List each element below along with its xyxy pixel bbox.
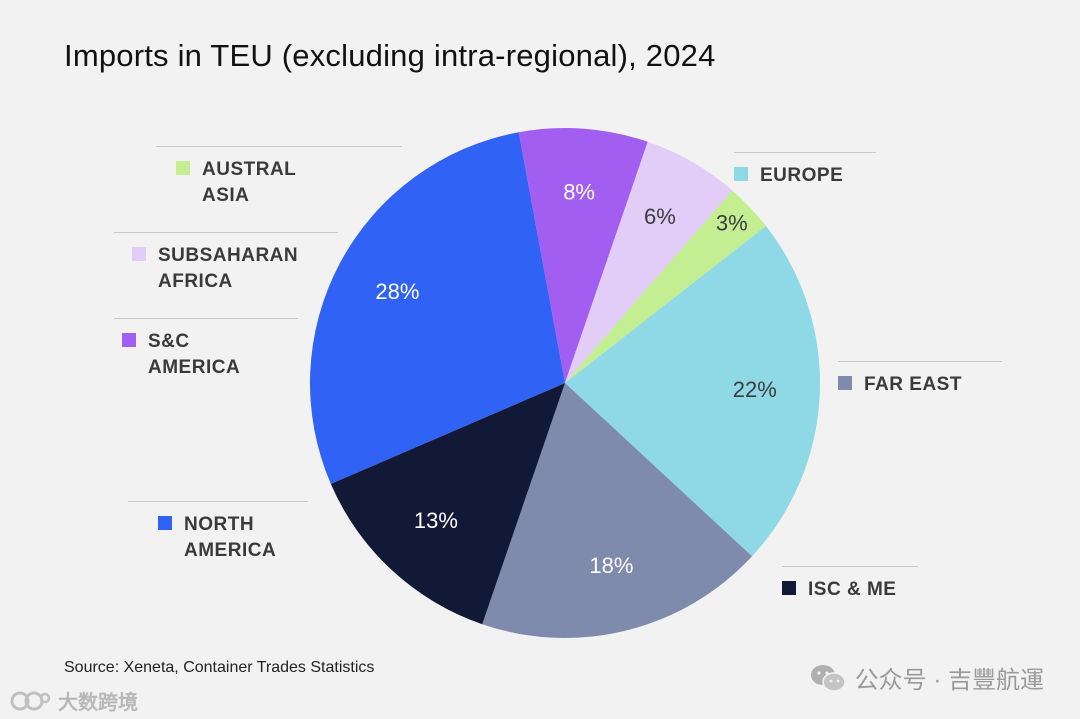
- pie-slice-austral-asia: [565, 190, 766, 383]
- legend-far-east: FAR EAST: [838, 361, 1002, 398]
- source-note: Source: Xeneta, Container Trades Statist…: [64, 659, 375, 676]
- legend-swatch-north-america: [158, 516, 172, 530]
- legend-label-europe: EUROPE: [760, 165, 844, 186]
- legend-swatch-subsaharan-africa: [132, 247, 146, 261]
- slice-label-subsaharan-africa: 6%: [644, 204, 676, 229]
- legend-swatch-isc-me: [782, 581, 796, 595]
- legend-label-sc-america-1: S&C: [148, 331, 190, 352]
- slice-label-north-america: 28%: [375, 279, 419, 304]
- legend-swatch-sc-america: [122, 333, 136, 347]
- wechat-icon: [810, 664, 846, 692]
- legend-label-sc-america-2: AMERICA: [148, 357, 241, 378]
- watermark-corner: 大数跨境: [10, 686, 138, 715]
- legend-subsaharan-africa: SUBSAHARAN AFRICA: [114, 232, 338, 295]
- legend-swatch-europe: [734, 167, 748, 181]
- legend-label-north-america-1: NORTH: [184, 514, 255, 535]
- pie-slice-sc-america: [518, 127, 648, 383]
- legend-label-north-america-2: AMERICA: [184, 540, 277, 561]
- legend-sc-america: S&C AMERICA: [114, 318, 298, 381]
- slice-label-austral-asia: 3%: [716, 210, 748, 235]
- legend-swatch-austral-asia: [176, 161, 190, 175]
- brand-logo-icon: [10, 691, 51, 710]
- legend-label-subsaharan-africa-1: SUBSAHARAN: [158, 245, 299, 266]
- chart-title: Imports in TEU (excluding intra-regional…: [64, 38, 716, 73]
- slice-label-far-east: 18%: [589, 553, 633, 578]
- slice-label-sc-america: 8%: [563, 179, 595, 204]
- pie-slice-europe: [565, 226, 820, 557]
- slice-label-isc-me: 13%: [414, 508, 458, 533]
- legend-label-austral-asia-2: ASIA: [202, 185, 250, 206]
- legend-label-far-east: FAR EAST: [864, 374, 962, 395]
- pie-slice-north-america: [310, 132, 565, 484]
- legend-label-subsaharan-africa-2: AFRICA: [158, 271, 233, 292]
- legend-swatch-far-east: [838, 376, 852, 390]
- slice-label-europe: 22%: [733, 377, 777, 402]
- legend-austral-asia: AUSTRAL ASIA: [156, 146, 402, 209]
- pie-slice-subsaharan-africa: [565, 141, 733, 383]
- watermark-text: 公众号 · 吉豐航運: [854, 667, 1044, 694]
- watermark: 公众号 · 吉豐航運: [809, 660, 1044, 695]
- pie-slice-isc-me: [330, 383, 565, 625]
- watermark-corner-text: 大数跨境: [58, 692, 138, 714]
- pie-slice-far-east: [482, 383, 753, 639]
- legend-europe: EUROPE: [734, 152, 876, 189]
- legend-label-isc-me: ISC & ME: [808, 579, 897, 600]
- legend-label-austral-asia-1: AUSTRAL: [202, 159, 297, 180]
- legend-north-america: NORTH AMERICA: [128, 501, 308, 564]
- legend-isc-me: ISC & ME: [782, 566, 918, 603]
